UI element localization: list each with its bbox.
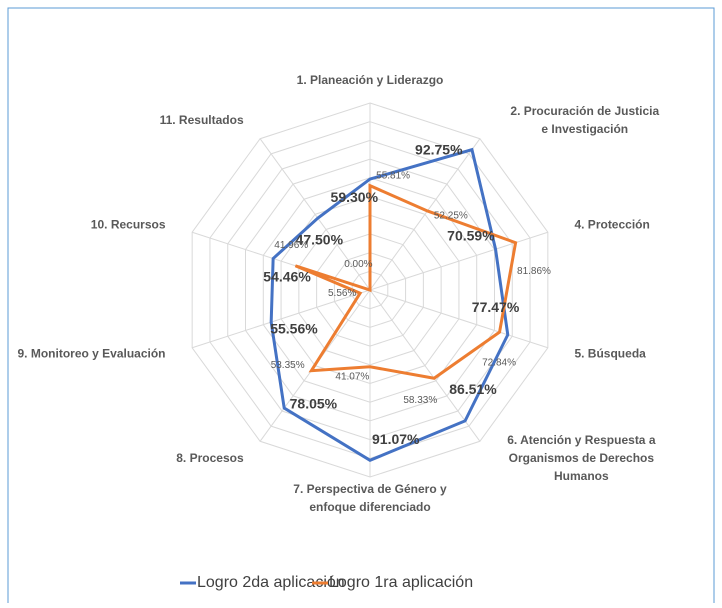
data-label: 47.50% — [296, 231, 344, 247]
axis-label: 1. Planeación y Liderazgo — [297, 73, 444, 87]
data-label: 70.59% — [447, 228, 495, 244]
data-label: 41.96% — [274, 240, 308, 251]
spoke — [369, 138, 481, 291]
chart-frame — [7, 7, 715, 608]
data-label: 59.30% — [331, 189, 379, 205]
data-label: 92.75% — [415, 141, 463, 157]
data-label: 55.56% — [270, 321, 318, 337]
axis-label: 5. Búsqueda — [574, 347, 646, 361]
data-label: 5.56% — [328, 288, 356, 299]
spoke — [369, 289, 481, 442]
series-line — [269, 147, 510, 462]
axis-label: 4. Protección — [574, 218, 649, 232]
data-label: 0.00% — [344, 259, 372, 270]
spoke — [369, 289, 549, 349]
data-label: 53.35% — [271, 360, 305, 371]
data-label: 52.25% — [434, 210, 468, 221]
data-label: 77.47% — [472, 299, 520, 315]
data-label: 72.84% — [482, 358, 516, 369]
series-line — [294, 183, 518, 380]
data-label: 58.33% — [403, 395, 437, 406]
spoke — [191, 289, 371, 349]
data-label: 81.86% — [517, 266, 551, 277]
axis-label: 7. Perspectiva de Género y enfoque difere… — [293, 482, 447, 514]
axis-label: 6. Atención y Respuesta a Organismos de D… — [507, 433, 656, 483]
data-label: 55.81% — [376, 171, 410, 182]
data-label: 86.51% — [449, 381, 497, 397]
spoke — [369, 231, 549, 291]
axis-label: 11. Resultados — [160, 113, 244, 127]
data-label: 91.07% — [372, 431, 420, 447]
spoke — [259, 138, 371, 291]
axis-label: 8. Procesos — [176, 451, 244, 465]
axis-label: 10. Recursos — [91, 218, 166, 232]
axis-label: 9. Monitoreo y Evaluación — [17, 347, 165, 361]
axis-label: 2. Procuración de Justicia e Investigació… — [510, 104, 659, 136]
legend-label: Logro 2da aplicación — [197, 574, 345, 591]
data-label: 78.05% — [290, 395, 338, 411]
data-label: 54.46% — [263, 269, 311, 285]
data-label: 41.07% — [335, 372, 369, 383]
legend-label: Logro 1ra aplicación — [329, 574, 473, 591]
